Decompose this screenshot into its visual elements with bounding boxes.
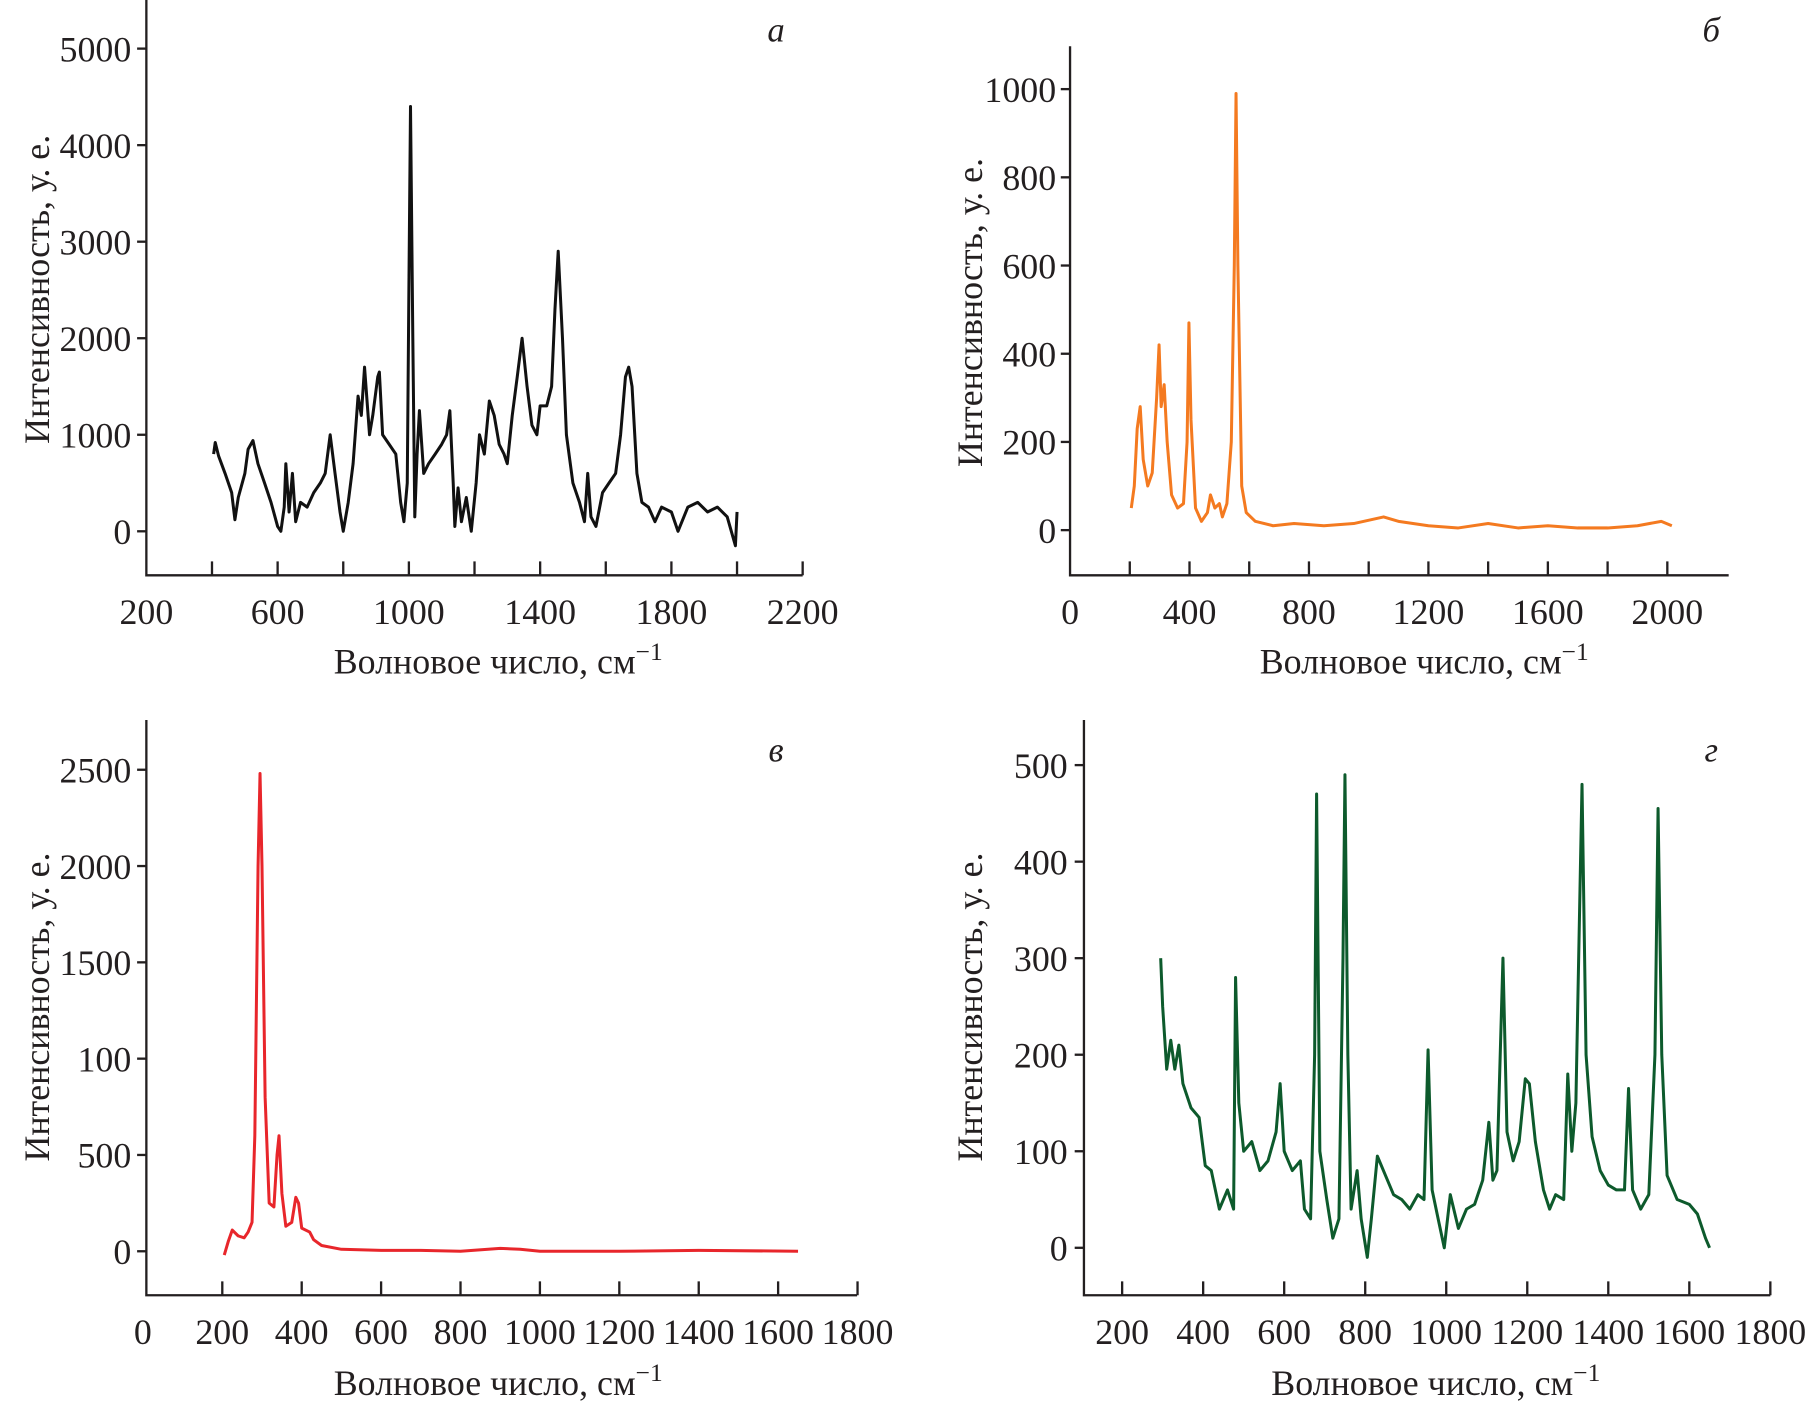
- x-axis-title-superscript: −1: [1562, 637, 1589, 666]
- spectrum-line: [1159, 773, 1711, 1259]
- x-tick-label: 1400: [504, 592, 576, 632]
- x-tick-label: 200: [119, 592, 173, 632]
- panel-b: 0 400 800 1200 1600 2000 0 200 400 600 800 1000 б Инт…: [950, 11, 1729, 682]
- panel-label: а: [767, 11, 784, 50]
- y-tick-label: 5000: [60, 29, 132, 69]
- x-axis-title-superscript: −1: [1573, 1358, 1600, 1387]
- y-tick-label: 100: [78, 1039, 132, 1079]
- y-tick-label: 0: [1038, 511, 1056, 551]
- x-tick-label: 2000: [1631, 592, 1703, 632]
- y-tick-label: 3000: [60, 222, 132, 262]
- panel-label: в: [769, 731, 784, 770]
- axes: [1082, 719, 1771, 1297]
- x-axis-title-text: Волновое число, см: [334, 642, 636, 682]
- x-tick-label: 400: [275, 1312, 329, 1352]
- x-tick-label: 0: [134, 1312, 152, 1352]
- x-axis-title-superscript: −1: [636, 637, 663, 666]
- x-axis-title-superscript: −1: [636, 1358, 663, 1387]
- x-tick-label: 1000: [373, 592, 445, 632]
- x-axis-title-text: Волновое число, см: [334, 1363, 636, 1403]
- x-tick-label: 1800: [1734, 1312, 1806, 1352]
- panel-label: б: [1703, 11, 1722, 50]
- x-axis-title: Волновое число, см−1: [334, 1358, 663, 1403]
- panel-label: г: [1705, 731, 1719, 770]
- y-tick-label: 100: [1014, 1132, 1068, 1172]
- x-tick-label: 1000: [1410, 1312, 1482, 1352]
- y-tick-label: 200: [1014, 1035, 1068, 1075]
- axes: [145, 0, 803, 577]
- x-tick-label: 1600: [1653, 1312, 1725, 1352]
- x-tick-label: 400: [1163, 592, 1217, 632]
- y-tick-label: 1000: [984, 70, 1056, 110]
- x-tick-label: 1600: [742, 1312, 814, 1352]
- x-axis-title-text: Волновое число, см: [1260, 642, 1562, 682]
- y-tick-label: 0: [1050, 1229, 1068, 1269]
- panel-c: 0 200 400 600 800 1000 1200 1400 1600 1800 0 500 100…: [17, 719, 894, 1403]
- x-tick-label: 800: [1338, 1312, 1392, 1352]
- panel-a: 200 600 1000 1400 1800 2200 0 1000 2000 3000 4000 5…: [17, 0, 839, 682]
- y-tick-label: 400: [1002, 334, 1056, 374]
- x-tick-label: 600: [1257, 1312, 1311, 1352]
- x-axis-title: Волновое число, см−1: [334, 637, 663, 682]
- x-tick-label: 1800: [636, 592, 708, 632]
- x-tick-label: 1400: [663, 1312, 735, 1352]
- x-tick-label: 1600: [1512, 592, 1584, 632]
- y-tick-label: 200: [1002, 423, 1056, 463]
- x-tick-label: 1400: [1572, 1312, 1644, 1352]
- y-axis-title: Интенсивность, у. е.: [950, 158, 990, 467]
- x-tick-label: 200: [1095, 1312, 1149, 1352]
- y-tick-label: 500: [78, 1136, 132, 1176]
- y-axis-title: Интенсивность, у. е.: [950, 852, 990, 1161]
- y-tick-label: 300: [1014, 939, 1068, 979]
- x-tick-label: 0: [1061, 592, 1079, 632]
- x-tick-label: 400: [1176, 1312, 1230, 1352]
- spectrum-line: [222, 772, 799, 1256]
- panel-d: 200 400 600 800 1000 1200 1400 1600 1800 0 100 200 3…: [950, 719, 1806, 1403]
- x-tick-label: 1000: [504, 1312, 576, 1352]
- y-axis-title: Интенсивность, у. е.: [17, 852, 57, 1161]
- x-tick-label: 1200: [1393, 592, 1465, 632]
- x-tick-label: 200: [195, 1312, 249, 1352]
- x-tick-label: 1200: [583, 1312, 655, 1352]
- y-tick-label: 2500: [60, 750, 132, 790]
- y-tick-label: 0: [113, 512, 131, 552]
- axes: [1068, 46, 1729, 577]
- x-tick-label: 600: [354, 1312, 408, 1352]
- y-axis-title: Интенсивность, у. е.: [17, 135, 57, 444]
- x-tick-label: 600: [251, 592, 305, 632]
- y-tick-label: 1500: [60, 943, 132, 983]
- x-tick-label: 800: [434, 1312, 488, 1352]
- spectrum-line: [212, 104, 739, 548]
- x-axis-title-text: Волновое число, см: [1271, 1363, 1573, 1403]
- y-tick-label: 0: [113, 1232, 131, 1272]
- x-tick-label: 1800: [822, 1312, 894, 1352]
- y-tick-label: 800: [1002, 158, 1056, 198]
- x-tick-label: 2200: [767, 592, 839, 632]
- x-tick-label: 800: [1282, 592, 1336, 632]
- x-axis-title: Волновое число, см−1: [1271, 1358, 1600, 1403]
- y-tick-label: 2000: [60, 847, 132, 887]
- y-tick-label: 4000: [60, 126, 132, 166]
- y-tick-label: 1000: [60, 415, 132, 455]
- y-tick-label: 500: [1014, 746, 1068, 786]
- y-tick-label: 400: [1014, 842, 1068, 882]
- x-axis-title: Волновое число, см−1: [1260, 637, 1589, 682]
- y-tick-label: 2000: [60, 319, 132, 359]
- x-tick-label: 1200: [1491, 1312, 1563, 1352]
- spectrum-line: [1129, 92, 1673, 530]
- y-tick-label: 600: [1002, 246, 1056, 286]
